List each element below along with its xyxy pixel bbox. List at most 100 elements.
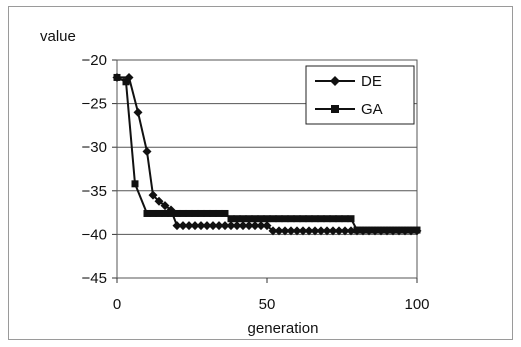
point-de-15: [214, 221, 224, 231]
point-ga-41: [371, 226, 379, 234]
point-ga-37: [347, 215, 355, 223]
y-tick-label-0: −20: [82, 52, 107, 69]
point-de-23: [262, 221, 272, 231]
x-tick-label-0: 0: [113, 296, 121, 313]
point-ga-25: [275, 215, 283, 223]
series-layer: [112, 72, 422, 236]
point-ga-15: [215, 209, 223, 217]
point-ga-1: [122, 78, 130, 86]
point-de-36: [340, 226, 350, 236]
point-ga-27: [287, 215, 295, 223]
point-de-5: [154, 196, 164, 206]
point-ga-5: [155, 209, 163, 217]
point-de-33: [322, 226, 332, 236]
point-de-32: [316, 226, 326, 236]
point-de-22: [256, 221, 266, 231]
point-de-24: [268, 226, 278, 236]
point-ga-14: [209, 209, 217, 217]
point-ga-24: [269, 215, 277, 223]
point-ga-21: [251, 215, 259, 223]
point-ga-43: [383, 226, 391, 234]
legend-marker-ga: [331, 105, 339, 113]
point-ga-47: [407, 226, 415, 234]
point-ga-6: [161, 209, 169, 217]
point-de-3: [142, 147, 152, 157]
point-ga-7: [167, 209, 175, 217]
point-de-12: [196, 221, 206, 231]
point-de-37: [346, 226, 356, 236]
point-de-17: [226, 221, 236, 231]
y-tick-label-5: −45: [82, 270, 107, 287]
point-ga-31: [311, 215, 319, 223]
point-ga-44: [389, 226, 397, 234]
point-ga-35: [335, 215, 343, 223]
axes: [112, 59, 418, 283]
chart-frame: [8, 6, 513, 340]
point-ga-34: [329, 215, 337, 223]
point-de-9: [178, 221, 188, 231]
point-ga-12: [197, 209, 205, 217]
point-ga-48: [413, 226, 421, 234]
point-ga-28: [293, 215, 301, 223]
point-ga-30: [305, 215, 313, 223]
point-de-21: [250, 221, 260, 231]
point-de-19: [238, 221, 248, 231]
point-ga-18: [233, 215, 241, 223]
point-de-11: [190, 221, 200, 231]
point-ga-4: [149, 209, 157, 217]
point-de-26: [280, 226, 290, 236]
point-ga-8: [173, 209, 181, 217]
point-ga-40: [365, 226, 373, 234]
point-de-20: [244, 221, 254, 231]
point-de-25: [274, 226, 284, 236]
point-de-29: [298, 226, 308, 236]
point-ga-29: [299, 215, 307, 223]
legend: DE GA: [305, 65, 415, 125]
point-de-28: [292, 226, 302, 236]
point-ga-0: [113, 73, 121, 81]
point-de-10: [184, 221, 194, 231]
point-de-2: [133, 107, 143, 117]
point-de-18: [232, 221, 242, 231]
point-ga-33: [323, 215, 331, 223]
point-de-6: [160, 201, 170, 211]
point-ga-17: [227, 215, 235, 223]
point-ga-10: [185, 209, 193, 217]
point-ga-13: [203, 209, 211, 217]
point-ga-42: [377, 226, 385, 234]
point-de-4: [148, 190, 158, 200]
legend-box: [305, 65, 415, 125]
point-ga-11: [191, 209, 199, 217]
legend-label-de: DE: [361, 73, 382, 90]
point-ga-39: [359, 226, 367, 234]
point-ga-2: [131, 180, 139, 188]
point-de-30: [304, 226, 314, 236]
y-tick-label-2: −30: [82, 139, 107, 156]
legend-marker-de: [330, 76, 340, 86]
point-ga-45: [395, 226, 403, 234]
point-ga-32: [317, 215, 325, 223]
point-ga-20: [245, 215, 253, 223]
series-ga: [113, 73, 421, 234]
point-de-27: [286, 226, 296, 236]
point-ga-3: [143, 209, 151, 217]
y-tick-label-1: −25: [82, 96, 107, 113]
y-tick-label-3: −35: [82, 183, 107, 200]
point-ga-46: [401, 226, 409, 234]
point-de-31: [310, 226, 320, 236]
legend-label-ga: GA: [361, 101, 383, 118]
x-tick-label-1: 50: [259, 296, 276, 313]
tick-labels: −20 −25 −30 −35 −40 −45 0 50 100: [82, 52, 430, 313]
point-de-8: [172, 221, 182, 231]
point-ga-19: [239, 215, 247, 223]
point-ga-16: [221, 209, 229, 217]
point-ga-23: [263, 215, 271, 223]
point-ga-9: [179, 209, 187, 217]
y-tick-label-4: −40: [82, 226, 107, 243]
point-ga-22: [257, 215, 265, 223]
point-de-14: [208, 221, 218, 231]
point-de-16: [220, 221, 230, 231]
point-de-13: [202, 221, 212, 231]
y-axis-label: value: [40, 28, 76, 45]
